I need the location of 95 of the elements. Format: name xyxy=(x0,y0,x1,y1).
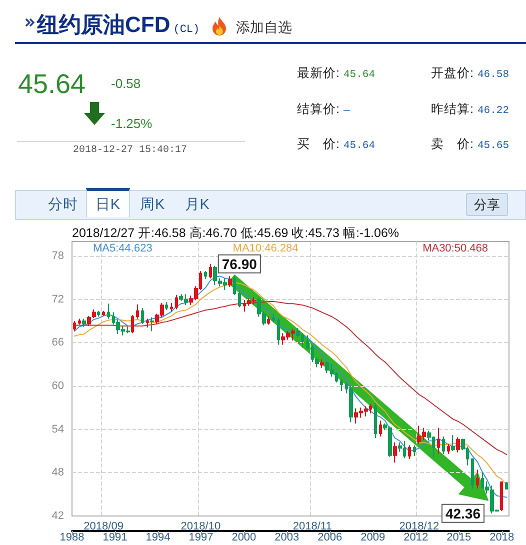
candlestick xyxy=(209,263,212,279)
text: 卖 价: xyxy=(431,137,474,151)
candlestick xyxy=(267,316,270,326)
annotation: 76.90 xyxy=(222,256,258,272)
candlestick xyxy=(107,303,110,320)
text: MA30:50.468 xyxy=(422,242,488,254)
candlestick xyxy=(170,302,173,312)
text: 46.22 xyxy=(477,104,509,116)
text: 买 价: xyxy=(297,137,340,151)
text: MA10:46.284 xyxy=(232,242,298,254)
text: 周K xyxy=(140,196,165,214)
candlestick xyxy=(97,310,100,318)
candlestick xyxy=(320,358,324,368)
candlestick xyxy=(277,318,280,346)
text: (CL) xyxy=(173,24,200,36)
candlestick xyxy=(165,302,168,311)
candlestick xyxy=(233,274,236,296)
candlestick xyxy=(500,480,503,512)
candlestick xyxy=(131,314,134,334)
x2-tick-label: 1997 xyxy=(188,532,214,544)
text: MA5:44.623 xyxy=(93,242,152,254)
x2-tick-label: 2018 xyxy=(490,532,514,544)
x2-tick-label: 1988 xyxy=(60,532,84,544)
candlestick xyxy=(437,427,440,454)
text: 开盘价: xyxy=(431,66,474,80)
text: 45.65 xyxy=(477,140,509,152)
candlestick xyxy=(87,315,91,327)
candlestick xyxy=(451,434,455,452)
line-series xyxy=(74,300,508,456)
x-tick-label: 2018/10 xyxy=(180,520,221,532)
text: 46.58 xyxy=(477,69,509,81)
candlestick xyxy=(413,444,416,457)
candlestick xyxy=(102,310,105,316)
x2-tick-label: 2015 xyxy=(446,532,472,544)
candlestick xyxy=(374,402,377,438)
candlestick xyxy=(272,313,275,323)
x2-tick-label: 2000 xyxy=(232,532,256,544)
text: -1.25% xyxy=(111,116,152,131)
text: 结算价: xyxy=(297,102,340,116)
x-tick-label: 2018/12 xyxy=(399,520,440,532)
annotation: 42.36 xyxy=(445,505,481,522)
candlestick xyxy=(228,276,232,288)
text: 45.64 xyxy=(343,140,375,152)
y-tick-label: 60 xyxy=(52,380,64,392)
text: 分享 xyxy=(474,196,500,214)
x2-tick-label: 2006 xyxy=(318,532,342,544)
candlestick xyxy=(238,290,241,308)
x2-tick-label: 1991 xyxy=(102,532,128,544)
text: 添加自选 xyxy=(236,19,292,37)
x-tick-label: 2018/09 xyxy=(84,520,124,532)
text: 45.64 xyxy=(18,69,86,100)
candlestick xyxy=(141,307,144,324)
y-tick-label: 42 xyxy=(52,510,64,522)
candlestick xyxy=(340,378,343,392)
text: 2018-12-27 15:40:17 xyxy=(73,145,188,156)
candlestick xyxy=(456,436,460,453)
x2-tick-label: 2012 xyxy=(404,532,428,544)
candlestick xyxy=(146,318,149,328)
candlestick xyxy=(505,482,508,490)
x2-tick-label: 1994 xyxy=(146,532,170,544)
candlestick xyxy=(393,442,397,464)
text: 昨结算: xyxy=(431,102,474,116)
text: 月K xyxy=(184,196,210,214)
candlestick xyxy=(73,320,76,332)
candlestick xyxy=(136,304,139,320)
candlestick xyxy=(306,334,309,350)
candlestick xyxy=(349,384,353,423)
candlestick xyxy=(204,270,207,280)
candlestick xyxy=(150,316,154,332)
y-tick-label: 72 xyxy=(52,293,64,306)
x2-tick-label: 2003 xyxy=(274,532,300,544)
text: 45.64 xyxy=(343,69,375,81)
y-tick-label: 48 xyxy=(52,466,64,479)
candlestick xyxy=(78,318,81,326)
text: 最新价: xyxy=(297,66,340,80)
candlestick xyxy=(442,436,445,454)
candlestick xyxy=(92,308,96,319)
candlestick xyxy=(82,318,86,328)
text: 分时 xyxy=(48,196,78,214)
y-tick-label: 66 xyxy=(52,336,64,349)
y-tick-label: 78 xyxy=(52,250,64,262)
text: 日K xyxy=(95,196,120,214)
y-tick-label: 54 xyxy=(52,423,64,436)
chart-subtitle: 2018/12/27 开:46.58 高:46.70 低:45.69 收:45.73 幅:-1.06% xyxy=(72,225,400,242)
x2-tick-label: 2009 xyxy=(360,532,386,544)
candlestick xyxy=(471,458,474,490)
candlestick xyxy=(476,469,479,490)
candlestick xyxy=(447,443,450,454)
candlestick xyxy=(379,420,382,438)
candlestick xyxy=(175,294,178,310)
candlestick xyxy=(408,444,411,460)
text: -0.58 xyxy=(111,76,141,91)
text: 纽约原油CFD xyxy=(37,12,170,37)
text: — xyxy=(343,104,350,116)
x-tick-label: 2018/11 xyxy=(292,520,332,532)
